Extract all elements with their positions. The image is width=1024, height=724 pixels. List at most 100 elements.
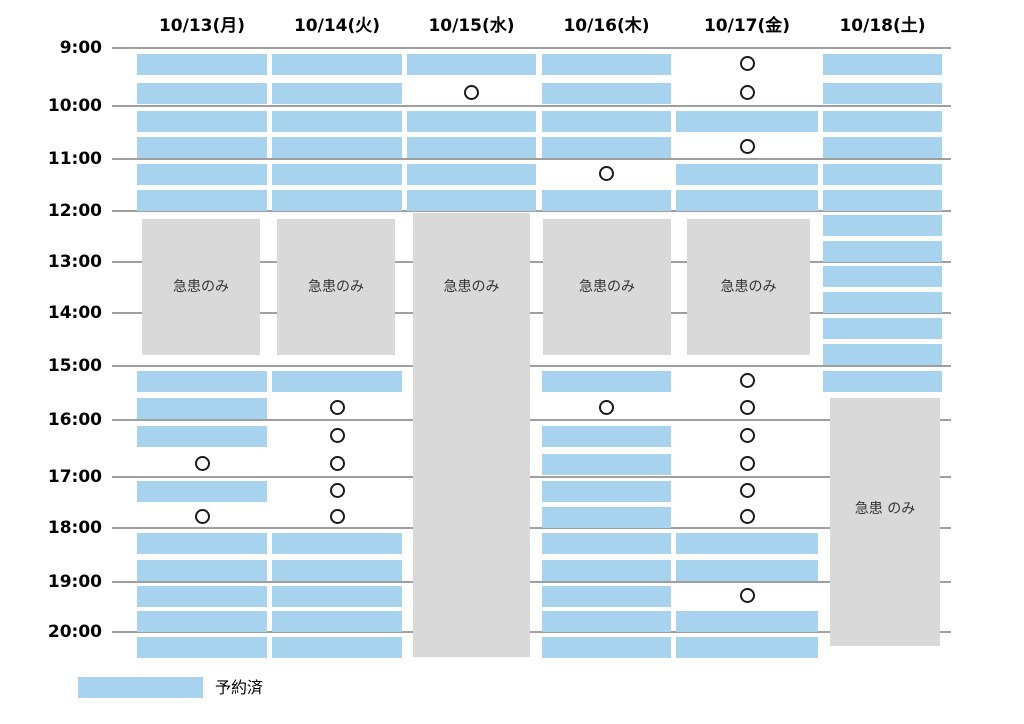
open-slot-marker[interactable] [739,373,755,388]
booked-slot-bar [542,454,671,476]
open-slot-marker[interactable] [739,400,755,415]
booked-slot-bar [823,344,942,366]
emergency-only-block: 急患のみ [687,219,810,355]
booked-slot-bar [137,137,267,159]
open-slot-marker[interactable] [194,456,210,472]
booked-slot-bar [272,110,402,132]
open-slot-marker[interactable] [329,508,345,524]
open-slot-marker[interactable] [739,139,755,155]
booked-slot-bar [823,137,942,159]
hour-gridline [112,47,951,49]
hour-gridline [112,527,951,529]
time-label: 17:00 [47,467,102,487]
booked-slot-bar [407,189,536,211]
legend-booked-swatch [78,677,203,698]
open-slot-marker[interactable] [739,588,755,603]
booked-slot-bar [407,163,536,185]
booked-slot-bar [823,240,942,262]
hour-gridline [112,261,951,263]
booked-slot-bar [272,163,402,185]
booked-slot-bar [137,481,267,503]
open-slot-marker[interactable] [739,508,755,524]
booked-slot-bar [272,636,402,658]
booked-slot-bar [137,163,267,185]
open-slot-marker[interactable] [329,456,345,472]
booked-slot-bar [542,611,671,632]
booked-slot-bar [137,110,267,132]
booked-slot-bar [272,189,402,211]
hour-gridline [112,105,951,107]
booked-slot-bar [823,189,942,211]
booked-slot-bar [137,425,267,447]
legend-booked-label: 予約済 [215,678,264,697]
booked-slot-bar [676,110,818,132]
time-label: 18:00 [47,518,102,538]
booked-slot-bar [272,611,402,632]
hour-gridline [112,158,951,160]
emergency-only-label: 急患のみ [720,279,777,295]
booked-slot-bar [823,215,942,237]
time-label: 11:00 [47,149,102,169]
time-label: 19:00 [47,572,102,592]
booked-slot-bar [823,266,942,288]
open-slot-marker[interactable] [329,427,345,443]
time-label: 9:00 [59,38,102,58]
open-slot-marker[interactable] [739,456,755,472]
booked-slot-bar [542,586,671,607]
open-slot-marker[interactable] [464,85,479,100]
emergency-only-label: 急患のみ [579,279,635,295]
day-header: 10/15(水) [428,16,515,36]
open-slot-marker[interactable] [329,400,345,415]
emergency-only-label: 急患のみ [443,279,500,295]
booked-slot-bar [272,83,402,104]
open-slot-marker[interactable] [599,400,614,415]
booked-slot-bar [542,110,671,132]
time-label: 10:00 [47,96,102,116]
emergency-only-block: 急患のみ [543,219,671,355]
booked-slot-bar [676,560,818,581]
time-label: 16:00 [47,410,102,430]
open-slot-marker[interactable] [329,483,345,499]
open-slot-marker[interactable] [739,483,755,499]
booked-slot-bar [676,189,818,211]
hour-gridline [112,312,951,314]
booked-slot-bar [676,163,818,185]
hour-gridline [112,365,951,367]
open-slot-marker[interactable] [194,508,210,524]
booked-slot-bar [407,110,536,132]
booked-slot-bar [823,163,942,185]
booked-slot-bar [137,533,267,554]
booked-slot-bar [823,291,942,313]
time-label: 14:00 [47,303,102,323]
hour-gridline [112,631,951,633]
booked-slot-bar [542,189,671,211]
booked-slot-bar [137,371,267,392]
open-slot-marker[interactable] [739,427,755,443]
emergency-only-block: 急患のみ [413,213,530,657]
time-label: 20:00 [47,622,102,642]
time-label: 13:00 [47,252,102,272]
booked-slot-bar [542,371,671,392]
open-slot-marker[interactable] [599,165,614,181]
booked-slot-bar [137,83,267,104]
booked-slot-bar [137,611,267,632]
booked-slot-bar [272,586,402,607]
booked-slot-bar [407,54,536,75]
booked-slot-bar [542,636,671,658]
open-slot-marker[interactable] [739,56,755,71]
booked-slot-bar [823,110,942,132]
hour-gridline [112,210,951,212]
time-label: 15:00 [47,356,102,376]
booked-slot-bar [137,189,267,211]
open-slot-marker[interactable] [739,85,755,100]
time-label: 12:00 [47,201,102,221]
emergency-only-block: 急患のみ [142,219,260,355]
hour-gridline [112,419,951,421]
booked-slot-bar [407,137,536,159]
day-header: 10/18(土) [839,16,926,36]
hour-gridline [112,581,951,583]
booked-slot-bar [823,83,942,104]
booked-slot-bar [137,398,267,419]
day-header: 10/16(木) [563,16,650,36]
booked-slot-bar [823,54,942,75]
